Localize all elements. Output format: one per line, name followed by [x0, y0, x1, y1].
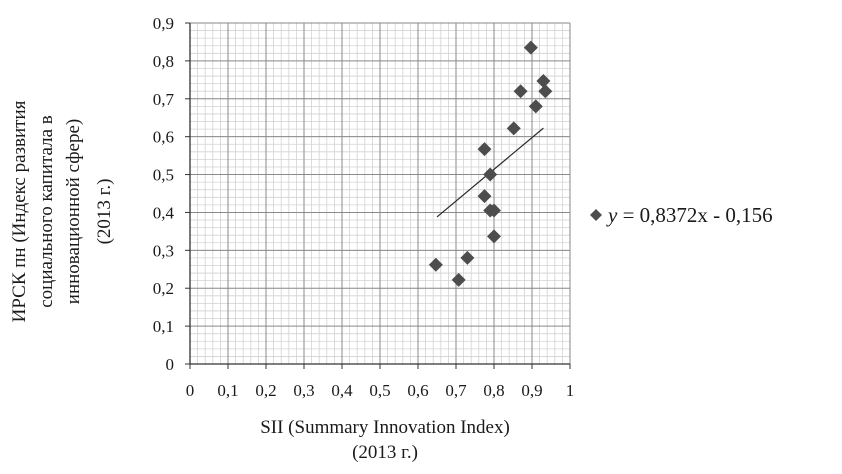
- data-point-diamond: [524, 41, 538, 55]
- y-tick-label: 0,9: [153, 14, 174, 33]
- y-axis-title-line: (2013 г.): [94, 179, 115, 245]
- data-point-diamond: [460, 251, 474, 265]
- data-point-diamond: [478, 189, 492, 203]
- y-tick-label: 0,6: [153, 128, 174, 147]
- x-tick-label: 0: [186, 381, 195, 400]
- x-axis-title-line: SII (Summary Innovation Index): [260, 417, 510, 438]
- data-point-diamond: [483, 168, 497, 182]
- legend: y = 0,8372x - 0,156: [590, 203, 773, 227]
- y-tick-label: 0,5: [153, 166, 174, 185]
- x-tick-label: 0,6: [407, 381, 428, 400]
- x-tick-label: 0,5: [369, 381, 390, 400]
- data-point-diamond: [514, 84, 528, 98]
- x-axis-title-line: (2013 г.): [352, 442, 418, 463]
- legend-label: y = 0,8372x - 0,156: [606, 203, 773, 227]
- x-tick-label: 0,4: [331, 381, 353, 400]
- axes: [185, 23, 570, 369]
- y-axis-title-line: инновационной сфере): [63, 119, 84, 304]
- y-tick-label: 0,3: [153, 241, 174, 260]
- y-tick-label: 0,2: [153, 279, 174, 298]
- y-tick-label: 0,4: [153, 203, 175, 222]
- legend-label-variable: y: [606, 203, 618, 227]
- legend-label-equation: = 0,8372x - 0,156: [617, 203, 772, 227]
- y-axis-title-line: социального капитала в: [36, 115, 57, 308]
- x-tick-label: 0,9: [521, 381, 542, 400]
- x-tick-label: 0,8: [483, 381, 504, 400]
- x-tick-label: 0,3: [293, 381, 314, 400]
- legend-marker-diamond: [590, 209, 602, 221]
- data-point-diamond: [538, 84, 552, 98]
- axis-titles: SII (Summary Innovation Index) (2013 г.) И…: [9, 100, 510, 463]
- x-tick-label: 0,1: [217, 381, 238, 400]
- data-point-diamond: [529, 99, 543, 113]
- x-tick-label: 0,7: [445, 381, 467, 400]
- y-tick-label: 0,8: [153, 52, 174, 71]
- grid-lines: [190, 23, 570, 364]
- data-point-diamond: [487, 229, 501, 243]
- y-tick-label: 0: [166, 355, 175, 374]
- x-tick-label: 0,2: [255, 381, 276, 400]
- y-axis-title-line: ИРСК пн (Индекс развития: [9, 100, 30, 322]
- x-tick-label: 1: [566, 381, 575, 400]
- y-tick-label: 0,1: [153, 317, 174, 336]
- y-tick-label: 0,7: [153, 90, 175, 109]
- tick-labels: 0 0,1 0,2 0,3 0,4 0,5 0,6 0,7 0,8 0,9 1 0 0,1 0,2 0,3 0…: [153, 14, 575, 400]
